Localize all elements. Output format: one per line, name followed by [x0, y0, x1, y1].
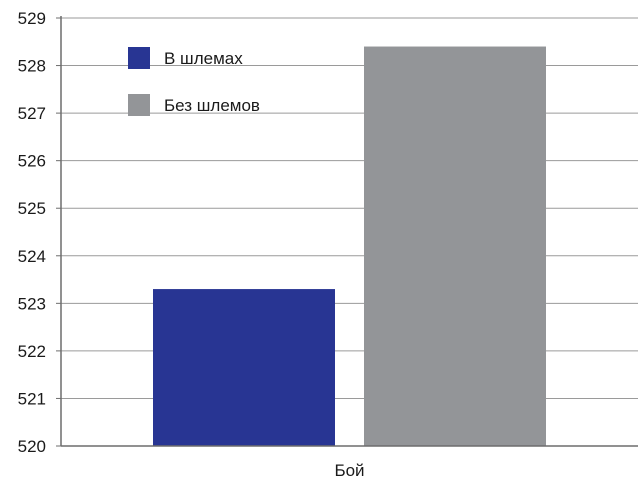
y-tick-label: 528: [18, 57, 46, 76]
legend-label: Без шлемов: [164, 96, 260, 115]
bars: [153, 46, 546, 447]
y-tick-label: 524: [18, 247, 46, 266]
y-tick-label: 529: [18, 9, 46, 28]
y-tick-label: 525: [18, 199, 46, 218]
y-tick-label: 527: [18, 104, 46, 123]
y-axis: 520 521 522 523 524 525 526 527 528 529: [18, 9, 62, 456]
legend-swatch: [128, 94, 150, 116]
y-tick-label: 523: [18, 294, 46, 313]
y-tick-label: 521: [18, 389, 46, 408]
bar-1: [153, 289, 335, 446]
x-axis: Бой: [61, 445, 638, 480]
legend: В шлемах Без шлемов: [128, 47, 260, 116]
legend-label: В шлемах: [164, 49, 243, 68]
gridlines: [61, 17, 638, 399]
x-category-label: Бой: [334, 461, 364, 480]
y-tick-label: 526: [18, 152, 46, 171]
legend-swatch: [128, 47, 150, 69]
y-tick-label: 520: [18, 437, 46, 456]
bar-2: [364, 46, 546, 447]
y-tick-label: 522: [18, 342, 46, 361]
